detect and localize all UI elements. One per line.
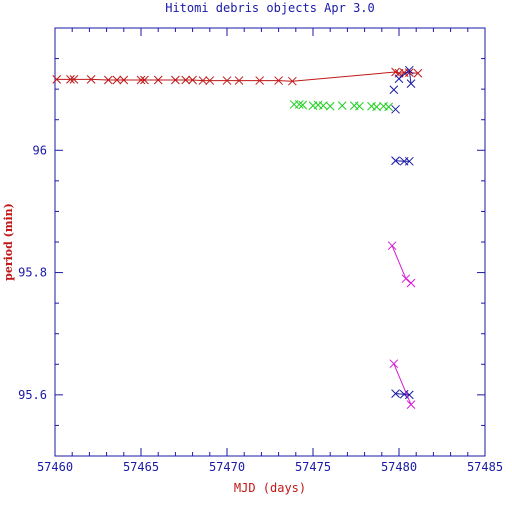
series-4 xyxy=(387,241,416,409)
data-point xyxy=(66,75,75,84)
data-point xyxy=(86,75,96,84)
y-axis-label: period (min) xyxy=(2,203,15,281)
data-point xyxy=(112,75,122,85)
data-point xyxy=(222,76,232,85)
series-line xyxy=(292,71,396,82)
data-point xyxy=(318,101,328,111)
data-point xyxy=(394,74,404,84)
data-point xyxy=(234,76,244,85)
axis-tick-labels: 57460 57465 57470 57475 57480 57485 95.6 95.8 96 xyxy=(18,143,503,474)
data-point xyxy=(384,102,394,112)
data-point xyxy=(404,156,414,166)
data-point xyxy=(404,390,414,400)
data-point xyxy=(355,101,364,111)
series-line xyxy=(395,160,410,162)
data-point xyxy=(401,274,411,284)
plot-frame xyxy=(54,27,486,457)
data-point xyxy=(389,85,399,95)
series-1 xyxy=(52,67,423,86)
y-tick-label: 95.8 xyxy=(18,266,47,280)
data-point xyxy=(325,101,335,111)
axis-ticks xyxy=(54,27,486,457)
series-layer xyxy=(52,65,423,409)
data-point xyxy=(406,278,416,288)
data-point xyxy=(188,75,197,85)
series-2 xyxy=(289,100,394,112)
data-point xyxy=(337,101,347,111)
data-point xyxy=(413,68,423,78)
series-3 xyxy=(389,65,416,400)
x-tick-label: 57485 xyxy=(467,460,503,474)
x-tick-label: 57475 xyxy=(295,460,331,474)
data-point xyxy=(372,102,381,112)
data-point xyxy=(69,75,79,84)
data-point xyxy=(205,76,215,85)
data-point xyxy=(103,75,113,85)
data-point xyxy=(198,76,208,85)
data-point xyxy=(404,65,414,75)
series-line xyxy=(56,78,293,82)
data-point xyxy=(391,104,400,114)
data-point xyxy=(391,156,400,166)
data-point xyxy=(406,400,416,409)
data-point xyxy=(274,76,283,85)
data-point xyxy=(288,76,297,86)
chart-title: Hitomi debris objects Apr 3.0 xyxy=(165,1,375,15)
data-point xyxy=(294,100,304,109)
data-point xyxy=(391,389,400,398)
data-point xyxy=(406,79,416,88)
data-point xyxy=(153,75,163,85)
data-point xyxy=(389,359,399,369)
data-point xyxy=(298,100,308,110)
x-tick-label: 57465 xyxy=(123,460,159,474)
data-point xyxy=(255,76,265,85)
x-tick-label: 57460 xyxy=(37,460,73,474)
series-line xyxy=(391,245,412,284)
data-point xyxy=(136,75,146,85)
y-tick-label: 95.6 xyxy=(18,388,47,402)
data-point xyxy=(119,75,129,85)
series-line xyxy=(393,363,412,405)
x-tick-label: 57470 xyxy=(209,460,245,474)
data-point xyxy=(140,75,149,85)
data-point xyxy=(181,75,191,85)
data-point xyxy=(171,75,180,85)
y-tick-label: 96 xyxy=(33,143,47,157)
data-point xyxy=(52,75,62,84)
data-point xyxy=(387,241,397,251)
x-tick-label: 57480 xyxy=(381,460,417,474)
x-axis-label: MJD (days) xyxy=(234,481,306,495)
